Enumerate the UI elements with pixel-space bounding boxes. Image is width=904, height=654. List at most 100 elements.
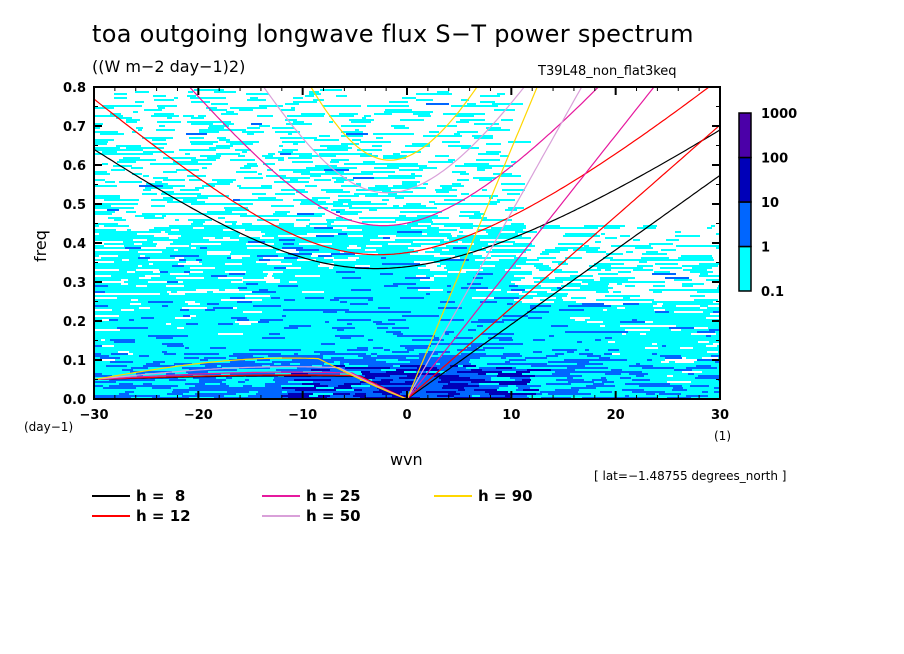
heatmap-cell <box>337 355 358 357</box>
heatmap-cell <box>164 353 176 355</box>
heatmap-cell <box>293 369 311 371</box>
heatmap-cell <box>493 321 504 323</box>
x-tick-labels: −30 −20 −10 0 10 20 30 <box>80 408 730 423</box>
heatmap-cell <box>433 211 442 213</box>
heatmap-cell <box>261 229 275 231</box>
heatmap-cell <box>185 279 190 281</box>
heatmap-cell <box>399 215 406 217</box>
heatmap-cell <box>555 389 567 391</box>
heatmap-cell <box>487 363 504 365</box>
heatmap-cell <box>348 339 362 341</box>
heatmap-cell <box>333 267 351 269</box>
heatmap-cell <box>120 347 142 349</box>
heatmap-cell <box>391 311 411 313</box>
heatmap-cell <box>114 97 127 99</box>
heatmap-cell <box>571 297 577 299</box>
heatmap-cell <box>356 341 365 343</box>
heatmap-cell <box>377 383 391 385</box>
heatmap-cell <box>162 313 186 315</box>
heatmap-cell <box>301 263 320 265</box>
heatmap-cell <box>452 171 457 173</box>
heatmap-cell <box>383 237 390 239</box>
heatmap-cell <box>345 311 369 313</box>
heatmap-cell <box>154 339 164 341</box>
heatmap-cell <box>168 233 180 235</box>
heatmap-cell <box>661 249 676 251</box>
heatmap-cell <box>231 317 247 319</box>
heatmap-cell <box>223 123 234 125</box>
heatmap-cell <box>136 323 161 325</box>
heatmap-cell <box>457 367 466 369</box>
heatmap-cell <box>108 305 126 307</box>
heatmap-cell <box>254 227 275 229</box>
heatmap-cell <box>555 367 567 369</box>
heatmap-cell <box>516 317 528 319</box>
heatmap-cell <box>404 261 408 263</box>
heatmap-cell <box>247 163 257 165</box>
heatmap-cell <box>537 309 559 311</box>
heatmap-cell <box>439 337 454 339</box>
heatmap-cell <box>432 247 437 249</box>
heatmap-cell <box>202 337 208 339</box>
heatmap-cell <box>675 315 698 317</box>
heatmap-cell <box>317 391 341 393</box>
heatmap-cell <box>279 223 294 225</box>
heatmap-cell <box>317 223 326 225</box>
heatmap-cell <box>404 373 418 375</box>
heatmap-cell <box>635 355 645 357</box>
heatmap-cell <box>253 305 277 307</box>
heatmap-cell <box>310 379 331 381</box>
heatmap-cell <box>95 225 99 227</box>
heatmap-cell <box>186 371 198 373</box>
heatmap-cell <box>126 119 140 121</box>
heatmap-cell <box>390 367 403 369</box>
heatmap-cell <box>368 347 373 349</box>
heatmap-cell <box>359 295 364 297</box>
heatmap-cell <box>227 391 249 393</box>
heatmap-cell <box>406 337 425 339</box>
heatmap-cell <box>551 305 568 307</box>
heatmap-cell <box>259 373 265 375</box>
heatmap-cell <box>378 271 402 273</box>
heatmap-cell <box>548 343 564 345</box>
heatmap-cell <box>183 115 194 117</box>
heatmap-cell <box>175 219 179 221</box>
heatmap-cell <box>340 337 351 339</box>
heatmap-cell <box>309 323 324 325</box>
heatmap-cell <box>377 227 396 229</box>
heatmap-cell <box>529 297 533 299</box>
heatmap-cell <box>123 313 145 315</box>
heatmap-cell <box>102 373 116 375</box>
heatmap-cell <box>176 311 196 313</box>
heatmap-cell <box>584 245 589 247</box>
heatmap-cell <box>669 333 691 335</box>
heatmap-cell <box>663 339 688 341</box>
heatmap-cell <box>300 269 322 271</box>
heatmap-cell <box>184 327 200 329</box>
heatmap-cell <box>398 245 412 247</box>
heatmap-cell <box>345 367 362 369</box>
heatmap-cell <box>272 287 284 289</box>
heatmap-cell <box>114 219 119 221</box>
heatmap-cell <box>95 279 101 281</box>
heatmap-cell <box>283 365 302 367</box>
heatmap-cell <box>684 351 707 353</box>
heatmap-cell <box>139 355 149 357</box>
heatmap-cell <box>532 331 550 333</box>
heatmap-cell <box>246 271 263 273</box>
heatmap-cell <box>534 265 549 267</box>
heatmap-cell <box>273 247 282 249</box>
heatmap-cell <box>324 323 347 325</box>
heatmap-cell <box>567 283 581 285</box>
heatmap-cell <box>622 389 644 391</box>
heatmap-cell <box>681 259 694 261</box>
heatmap-cell <box>422 231 439 233</box>
heatmap-cell <box>529 333 546 335</box>
heatmap-cell <box>636 295 640 297</box>
heatmap-cell <box>417 235 425 237</box>
heatmap-cell <box>643 359 647 361</box>
heatmap-cell <box>252 291 276 293</box>
heatmap-cell <box>444 339 466 341</box>
heatmap-cell <box>370 237 383 239</box>
heatmap-cell <box>379 389 385 391</box>
